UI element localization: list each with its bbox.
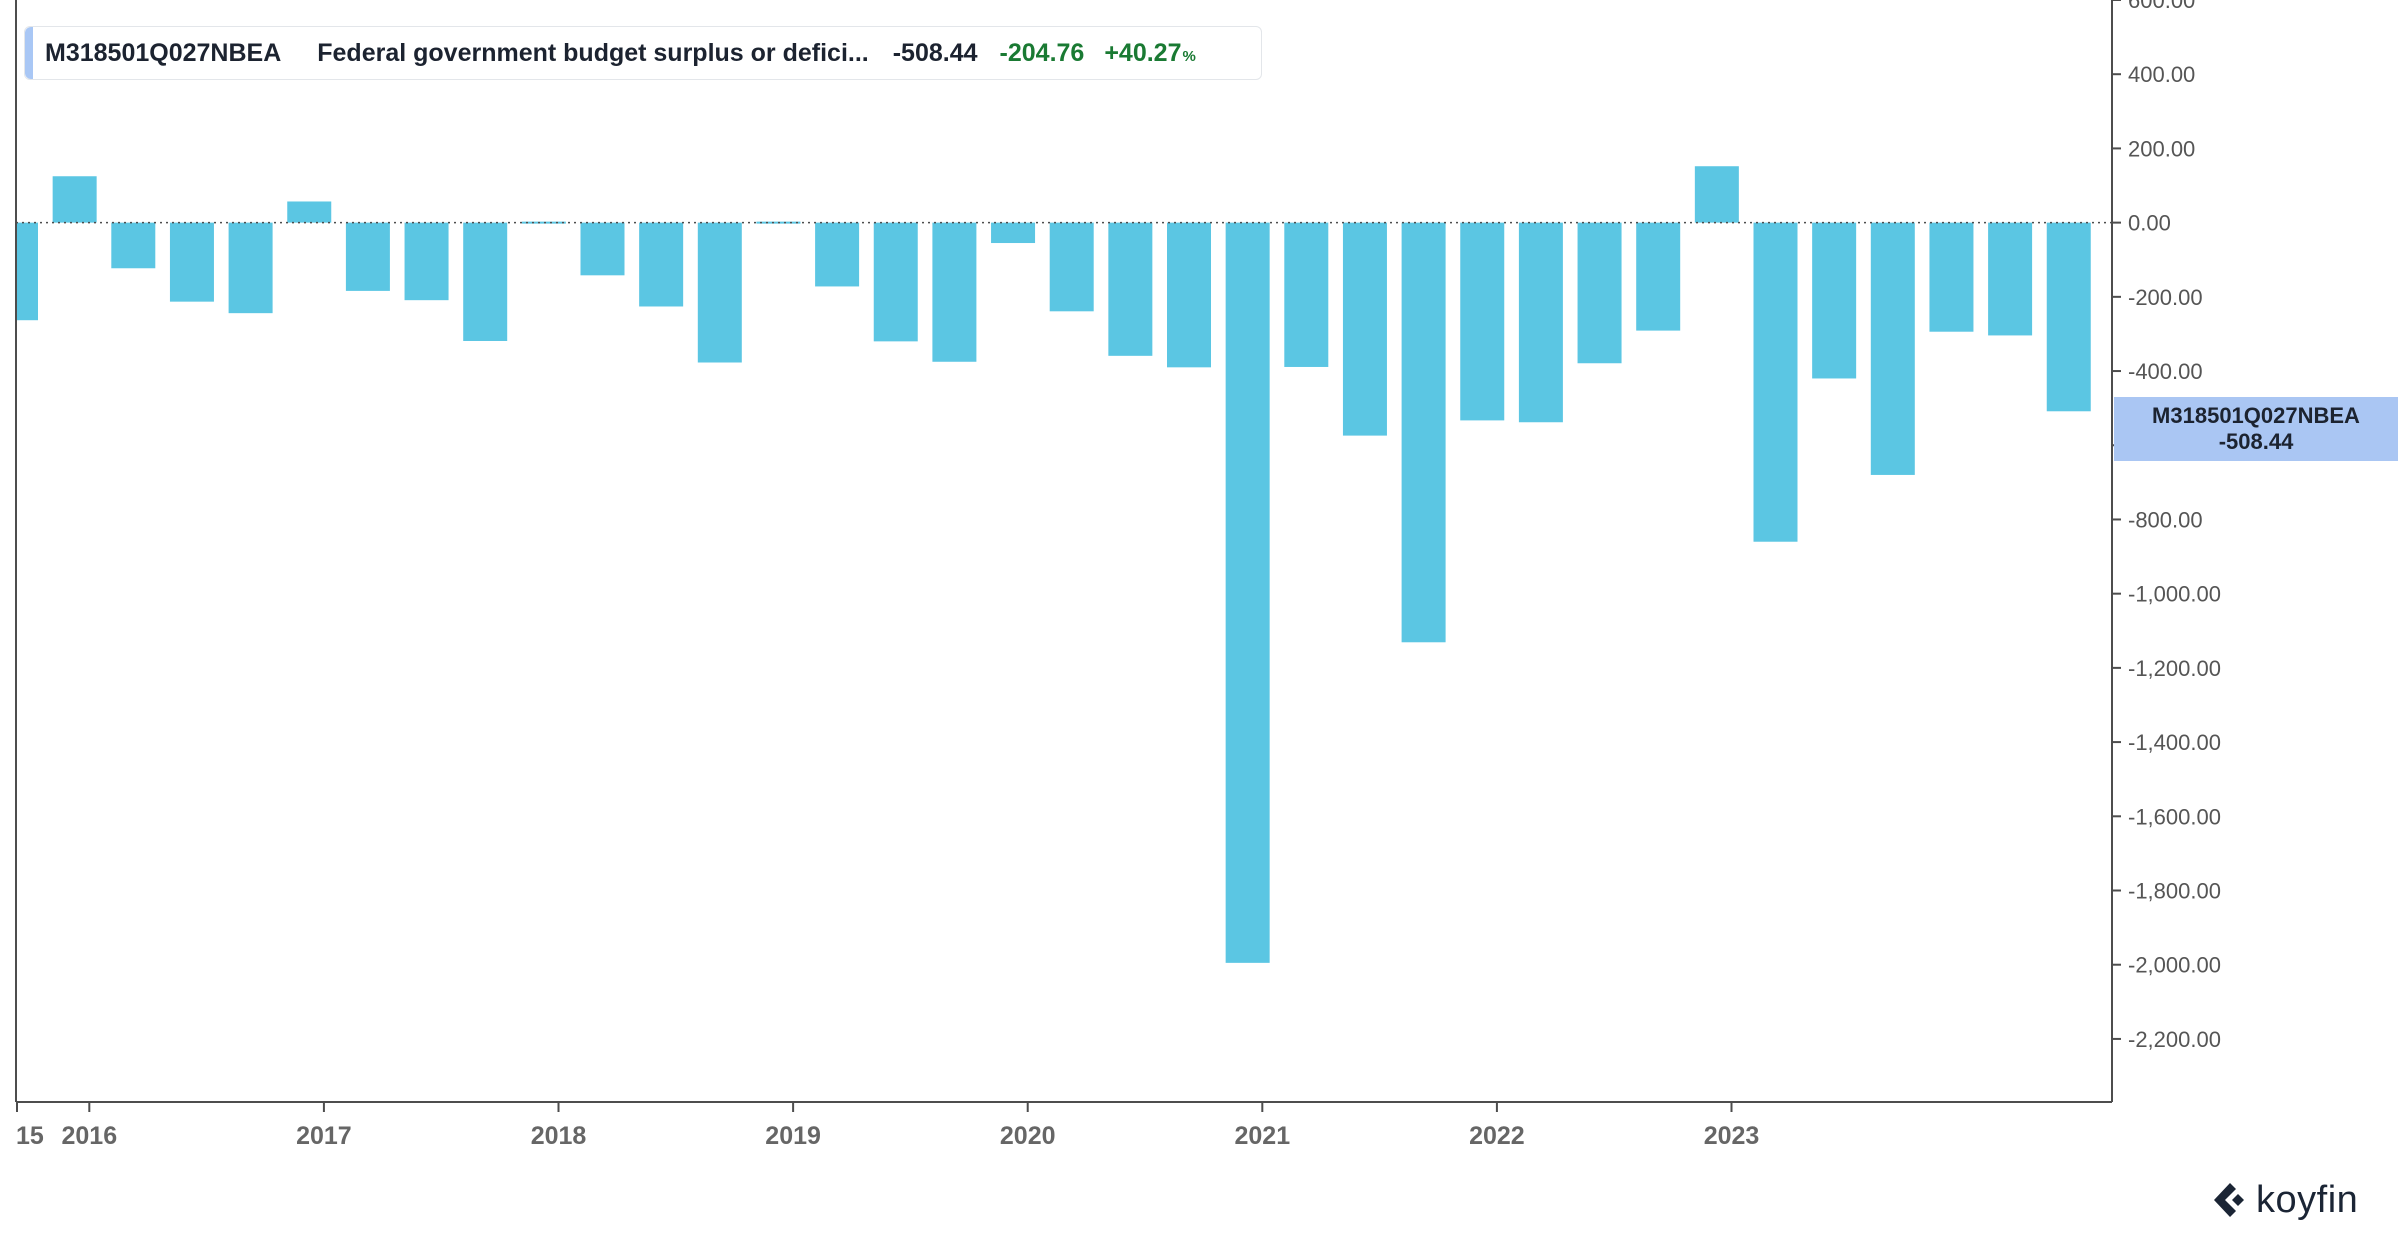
y-tick-label: 600.00	[2128, 0, 2195, 13]
bar	[1284, 222, 1329, 367]
bar	[228, 222, 273, 314]
x-tick-label: 15	[16, 1122, 44, 1150]
y-tick-label: -2,000.00	[2128, 953, 2221, 978]
x-tick-label: 2023	[1704, 1122, 1760, 1150]
koyfin-logo-icon	[2214, 1183, 2244, 1217]
legend-change: -204.76	[999, 38, 1085, 67]
koyfin-wordmark: koyfin	[2256, 1178, 2359, 1221]
legend-change-pct-value: +40.27	[1104, 38, 1182, 67]
y-tick-label: -1,400.00	[2128, 730, 2221, 755]
legend-color-accent	[25, 27, 33, 79]
legend-pct-sign: %	[1182, 47, 1196, 65]
y-tick-label: -400.00	[2128, 359, 2203, 384]
bar	[111, 222, 156, 269]
bar	[1577, 222, 1622, 364]
bar	[580, 222, 625, 276]
y-tick-label: -200.00	[2128, 285, 2203, 310]
bar	[404, 222, 449, 301]
bar	[1167, 222, 1211, 368]
last-value-ticker: M318501Q027NBEA	[2152, 403, 2360, 428]
y-tick-label: -1,600.00	[2128, 804, 2221, 829]
x-tick-label: 2020	[1000, 1122, 1056, 1150]
y-tick-label: 400.00	[2128, 62, 2195, 87]
x-tick-label: 2017	[296, 1122, 352, 1150]
bar	[345, 222, 390, 291]
bar	[1401, 222, 1446, 643]
bar	[1636, 222, 1681, 331]
x-tick-label: 2016	[62, 1122, 118, 1150]
x-tick-label: 2022	[1469, 1122, 1525, 1150]
x-tick-label: 2021	[1235, 1122, 1291, 1150]
bar	[1108, 222, 1153, 356]
bar	[873, 222, 918, 342]
bar	[463, 222, 508, 341]
bar	[991, 222, 1036, 244]
bar	[1342, 222, 1387, 436]
bar	[16, 222, 38, 321]
y-tick-label: 200.00	[2128, 136, 2195, 161]
bar	[932, 222, 977, 362]
bar	[697, 222, 742, 363]
bar	[1988, 222, 2033, 336]
y-tick-label: -2,200.00	[2128, 1027, 2221, 1052]
bar	[1694, 166, 1739, 223]
y-tick-label: 0.00	[2128, 211, 2171, 236]
x-tick-label: 2019	[765, 1122, 821, 1150]
bar	[52, 176, 97, 223]
legend-last-value: -508.44	[892, 38, 978, 67]
series-legend[interactable]: M318501Q027NBEA Federal government budge…	[24, 26, 1262, 80]
bar	[287, 201, 332, 223]
bar	[2046, 222, 2091, 412]
y-tick-label: -1,200.00	[2128, 656, 2221, 681]
legend-series-name: Federal government budget surplus or def…	[317, 38, 869, 67]
y-tick-label: -1,800.00	[2128, 879, 2221, 904]
bar	[1225, 222, 1270, 963]
bar	[815, 222, 860, 287]
bar	[1929, 222, 1974, 332]
bar	[1460, 222, 1505, 421]
koyfin-logo: koyfin	[2210, 1178, 2358, 1222]
x-tick-label: 2018	[531, 1122, 587, 1150]
bar	[639, 222, 684, 307]
last-value-number: -508.44	[2218, 429, 2294, 454]
bar	[1812, 222, 1857, 379]
bar	[521, 221, 566, 224]
y-tick-label: -800.00	[2128, 507, 2203, 532]
bar	[1870, 222, 1915, 475]
y-tick-label: -1,000.00	[2128, 582, 2221, 607]
last-value-label: M318501Q027NBEA -508.44	[2114, 397, 2398, 461]
bar	[1753, 222, 1798, 542]
bar	[1518, 222, 1563, 423]
bar	[1049, 222, 1094, 312]
legend-change-pct: +40.27%	[1104, 39, 1196, 68]
bar	[169, 222, 214, 302]
legend-ticker: M318501Q027NBEA	[45, 38, 282, 67]
